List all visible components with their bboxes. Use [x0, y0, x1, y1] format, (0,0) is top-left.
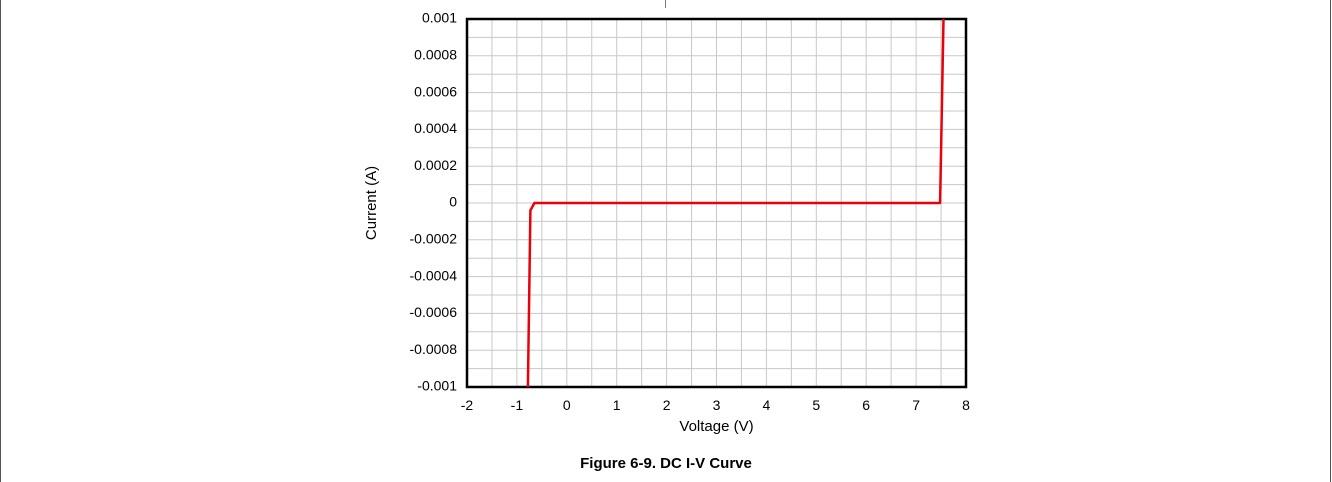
x-tick-label: 2: [663, 397, 671, 413]
y-tick-label: 0.0008: [414, 47, 457, 63]
x-tick-label: 8: [962, 397, 970, 413]
y-tick-label: -0.0002: [410, 231, 458, 247]
y-tick-label: 0.0004: [414, 120, 457, 136]
x-tick-label: 7: [912, 397, 920, 413]
x-axis-label: Voltage (V): [679, 418, 753, 435]
y-tick-label: 0: [449, 194, 457, 210]
x-tick-label: 3: [713, 397, 721, 413]
x-tick-label: -1: [511, 397, 524, 413]
x-tick-labels: -2 -1 0 1 2 3 4 5 6 7 8: [461, 397, 970, 413]
y-tick-label: -0.0004: [410, 267, 458, 283]
x-tick-label: -2: [461, 397, 474, 413]
series-group: [526, 18, 945, 388]
top-divider-mark: [665, 0, 666, 8]
y-tick-label: -0.0006: [410, 304, 458, 320]
x-tick-label: 5: [812, 397, 820, 413]
plot-area-border: [465, 17, 968, 389]
y-tick-label: -0.0008: [410, 341, 458, 357]
x-tick-label: 0: [563, 397, 571, 413]
y-tick-label: -0.001: [417, 378, 457, 394]
y-tick-label: 0.001: [422, 10, 457, 26]
figure-caption: Figure 6-9. DC I-V Curve: [580, 455, 752, 472]
y-tick-label: 0.0002: [414, 157, 457, 173]
x-tick-label: 4: [763, 397, 771, 413]
x-tick-label: 6: [862, 397, 870, 413]
series-line-0: [526, 18, 945, 388]
y-axis-label: Current (A): [363, 166, 380, 240]
y-tick-label: 0.0006: [414, 83, 457, 99]
y-tick-labels: 0.001 0.0008 0.0006 0.0004 0.0002 0 -0.0002 -0.…: [410, 10, 458, 394]
x-tick-label: 1: [613, 397, 621, 413]
